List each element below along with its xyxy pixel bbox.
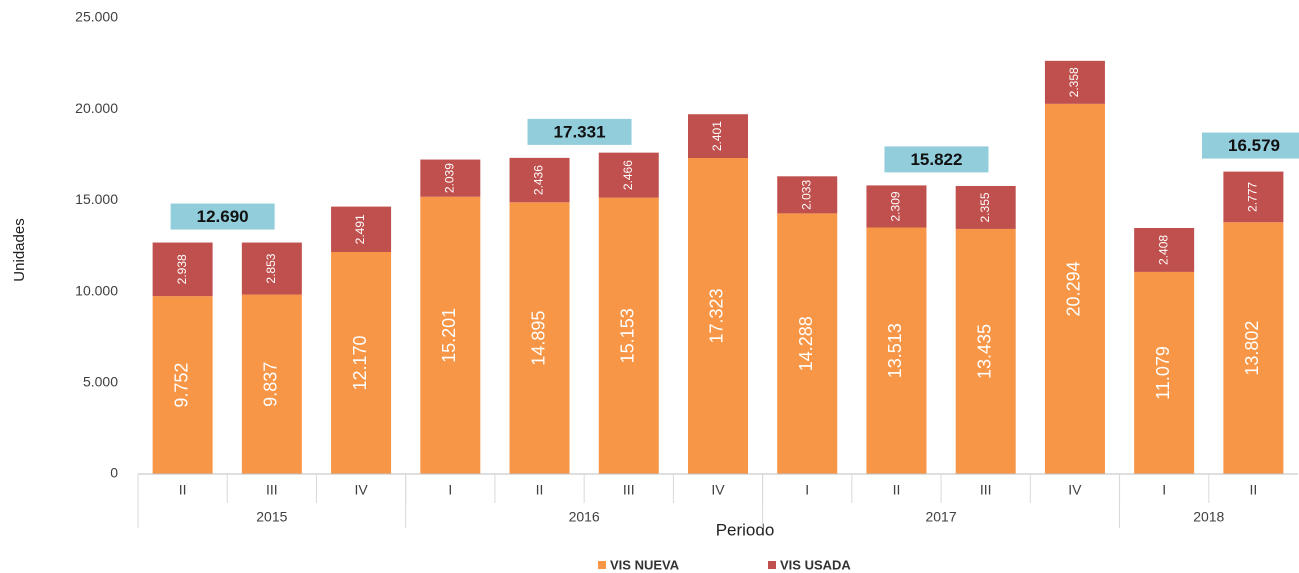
total-label: 16.579 <box>1228 136 1280 155</box>
total-label: 17.331 <box>554 122 606 141</box>
bar-segment <box>1223 171 1284 223</box>
total-label: 15.822 <box>910 150 962 169</box>
bar-segment <box>955 228 1016 474</box>
data-label: 2.436 <box>532 165 546 195</box>
legend-label: VIS NUEVA <box>610 557 680 572</box>
bar-segment <box>420 196 481 474</box>
bar-segment <box>598 152 659 198</box>
bar-segment <box>152 296 213 474</box>
data-label: 2.777 <box>1246 182 1260 212</box>
data-label: 13.435 <box>974 324 994 379</box>
bar-segment <box>688 114 748 159</box>
x-tick-label: III <box>980 482 992 498</box>
data-label: 2.355 <box>978 192 992 222</box>
data-label: 2.408 <box>1156 235 1170 265</box>
y-tick-label: 15.000 <box>75 191 118 207</box>
year-label: 2016 <box>569 509 600 525</box>
bar-segment <box>866 227 927 474</box>
data-label: 14.288 <box>796 316 816 371</box>
total-box <box>1202 132 1299 159</box>
y-tick-label: 0 <box>110 465 118 481</box>
legend-swatch <box>768 561 776 569</box>
y-axis-label: Unidades <box>11 218 28 281</box>
data-label: 2.491 <box>353 214 367 244</box>
bar-segment <box>688 158 748 474</box>
total-box <box>884 146 989 173</box>
bar-segment <box>241 242 302 295</box>
bar-segment <box>777 213 838 474</box>
x-tick-label: III <box>623 482 635 498</box>
bar-segment <box>1044 103 1105 475</box>
legend-label: VIS USADA <box>780 557 851 572</box>
data-label: 15.153 <box>618 308 638 363</box>
total-box <box>527 118 632 145</box>
bar-segment <box>1134 271 1195 474</box>
data-label: 11.079 <box>1153 346 1173 400</box>
bar-segment <box>331 252 392 474</box>
data-label: 2.853 <box>264 253 278 283</box>
bar-segment <box>777 176 838 214</box>
data-label: 9.752 <box>171 363 191 408</box>
x-tick-label: II <box>179 482 187 498</box>
data-label: 17.323 <box>707 288 727 343</box>
total-label: 12.690 <box>197 207 249 226</box>
bar-segment <box>420 159 481 197</box>
bar-segment <box>598 197 659 474</box>
x-tick-label: IV <box>711 482 725 498</box>
x-tick-label: I <box>1162 482 1166 498</box>
x-tick-label: II <box>893 482 901 498</box>
data-label: 2.401 <box>710 121 724 151</box>
data-label: 2.309 <box>889 191 903 221</box>
data-label: 14.895 <box>528 311 548 366</box>
bar-segment <box>1044 60 1105 104</box>
bar-segment <box>866 185 927 228</box>
x-tick-label: II <box>1249 482 1257 498</box>
bar-segment <box>1134 227 1195 272</box>
x-tick-label: I <box>805 482 809 498</box>
year-label: 2017 <box>925 509 956 525</box>
data-label: 2.033 <box>799 180 813 210</box>
bar-segment <box>509 157 570 203</box>
x-tick-label: II <box>536 482 544 498</box>
x-tick-label: IV <box>354 482 368 498</box>
bar-segment <box>152 242 213 297</box>
data-label: 20.294 <box>1064 261 1084 316</box>
data-label: 13.802 <box>1242 321 1262 376</box>
y-tick-label: 20.000 <box>75 100 118 116</box>
data-label: 9.837 <box>261 362 281 407</box>
data-label: 2.938 <box>175 254 189 284</box>
y-tick-label: 10.000 <box>75 282 118 298</box>
legend-swatch <box>598 561 606 569</box>
y-tick-label: 5.000 <box>83 374 118 390</box>
data-label: 2.358 <box>1067 67 1081 97</box>
x-tick-label: I <box>448 482 452 498</box>
bar-segment <box>1223 222 1284 474</box>
total-box <box>170 203 275 230</box>
data-label: 2.466 <box>621 160 635 190</box>
bar-segment <box>331 206 392 253</box>
data-label: 2.039 <box>442 163 456 193</box>
year-label: 2018 <box>1193 509 1224 525</box>
bar-segment <box>241 294 302 474</box>
x-tick-label: IV <box>1068 482 1082 498</box>
data-label: 15.201 <box>439 308 459 363</box>
data-label: 13.513 <box>885 323 905 378</box>
x-axis-label: Periodo <box>716 520 775 539</box>
x-tick-label: III <box>266 482 278 498</box>
bar-segment <box>955 185 1016 229</box>
bar-segment <box>509 202 570 475</box>
y-tick-label: 25.000 <box>75 9 118 25</box>
year-label: 2015 <box>256 509 287 525</box>
data-label: 12.170 <box>350 335 370 390</box>
